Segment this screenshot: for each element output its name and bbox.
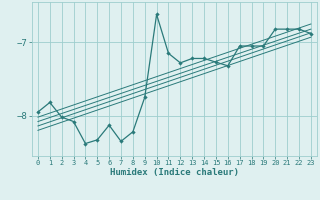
X-axis label: Humidex (Indice chaleur): Humidex (Indice chaleur) (110, 168, 239, 177)
